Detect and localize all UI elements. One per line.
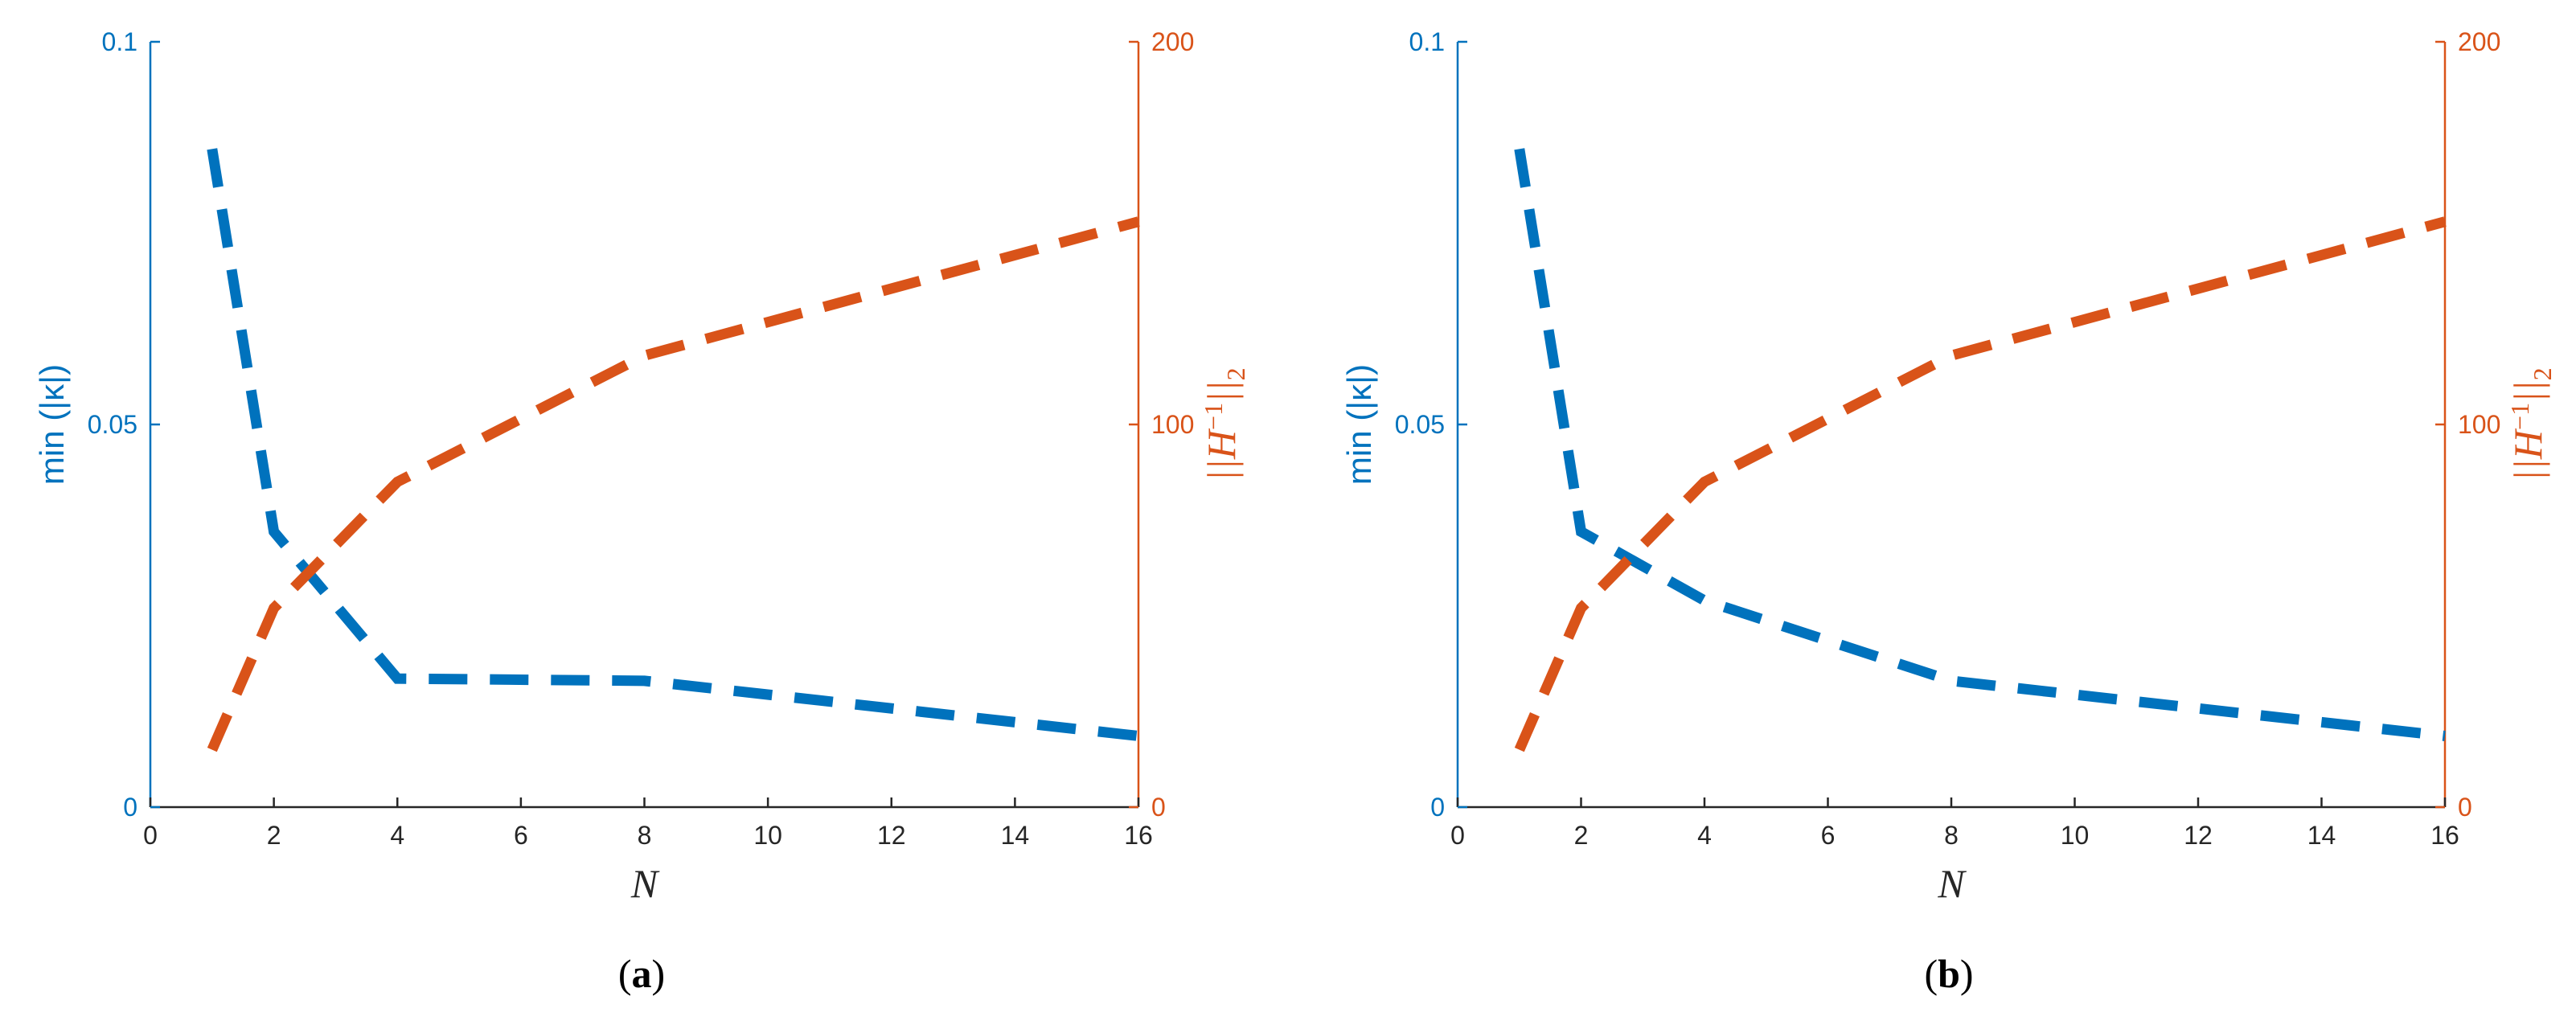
x-tick-label: 12 (877, 821, 906, 850)
series-line-right (1514, 216, 2447, 752)
x-axis-label: N (1937, 861, 1967, 906)
right-y-tick-label: 0 (1151, 793, 1166, 822)
right-y-axis-label: ||H−1||2 (2505, 367, 2557, 481)
x-tick-label: 2 (1574, 821, 1589, 850)
x-tick-label: 2 (267, 821, 281, 850)
left-y-tick-label: 0 (123, 793, 137, 822)
left-y-axis-label: min (|κ|) (33, 364, 71, 485)
series-line-right (207, 216, 1140, 752)
series-line-left (207, 148, 1139, 741)
x-tick-label: 14 (1001, 821, 1030, 850)
x-tick-label: 6 (1821, 821, 1836, 850)
x-tick-label: 16 (1124, 821, 1153, 850)
left-y-axis-label: min (|κ|) (1340, 364, 1378, 485)
x-axis-label: N (630, 861, 660, 906)
x-tick-label: 8 (638, 821, 652, 850)
left-y-tick-label: 0 (1430, 793, 1445, 822)
x-tick-label: 14 (2307, 821, 2336, 850)
left-y-tick-label: 0.05 (88, 410, 137, 439)
right-y-tick-label: 200 (1151, 27, 1194, 56)
x-tick-label: 4 (1697, 821, 1712, 850)
right-y-tick-label: 200 (2458, 27, 2500, 56)
x-tick-label: 10 (2061, 821, 2090, 850)
right-y-tick-label: 100 (2458, 410, 2500, 439)
panel-caption: (a) (618, 951, 665, 996)
x-tick-label: 8 (1944, 821, 1959, 850)
panel-caption: (b) (1924, 951, 1973, 996)
x-tick-label: 6 (514, 821, 528, 850)
right-y-tick-label: 100 (1151, 410, 1194, 439)
left-y-tick-label: 0.1 (102, 27, 137, 56)
x-tick-label: 16 (2430, 821, 2459, 850)
x-tick-label: 0 (143, 821, 158, 850)
series-line-left (1514, 148, 2446, 741)
right-y-axis-label: ||H−1||2 (1199, 367, 1250, 481)
x-tick-label: 4 (390, 821, 404, 850)
x-tick-label: 12 (2184, 821, 2213, 850)
left-y-tick-label: 0.05 (1395, 410, 1445, 439)
right-y-tick-label: 0 (2458, 793, 2472, 822)
x-tick-label: 0 (1450, 821, 1465, 850)
x-tick-label: 10 (753, 821, 782, 850)
left-y-tick-label: 0.1 (1409, 27, 1445, 56)
